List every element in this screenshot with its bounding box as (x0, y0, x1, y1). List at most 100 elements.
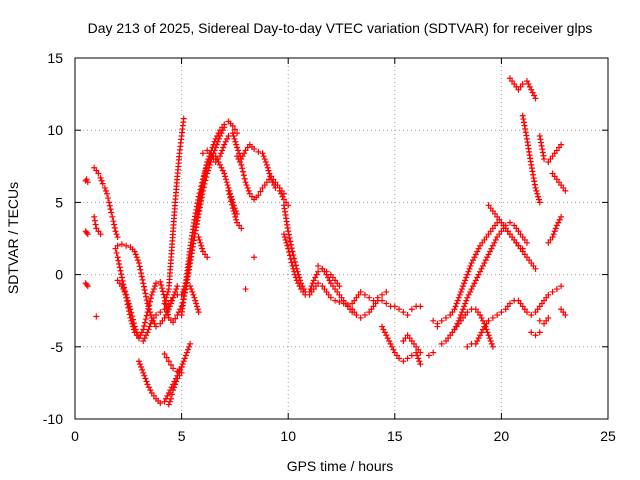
data-point (519, 112, 526, 119)
data-point (336, 299, 343, 306)
data-point (255, 192, 262, 199)
data-point (506, 219, 513, 226)
data-point (97, 174, 104, 181)
data-point (261, 156, 268, 163)
data-point (230, 208, 237, 215)
data-point (463, 274, 470, 281)
data-point (467, 262, 474, 269)
data-point (142, 375, 149, 382)
data-point (101, 184, 108, 191)
data-point (233, 141, 240, 148)
data-point (171, 291, 178, 298)
data-point (442, 314, 449, 321)
data-point (219, 147, 226, 154)
data-point (430, 317, 437, 324)
data-point (142, 316, 149, 323)
data-point (111, 224, 118, 231)
data-point (280, 190, 287, 197)
data-point (484, 329, 491, 336)
data-point (485, 332, 492, 339)
data-point (98, 177, 105, 184)
data-point (462, 277, 469, 284)
data-point (186, 343, 193, 350)
data-point (558, 141, 565, 148)
data-point (199, 176, 206, 183)
data-point (192, 210, 199, 217)
data-point (165, 358, 172, 365)
data-point (222, 176, 229, 183)
chart-title: Day 213 of 2025, Sidereal Day-to-day VTE… (88, 20, 593, 36)
data-point (530, 171, 537, 178)
data-point (131, 323, 138, 330)
data-point (198, 197, 205, 204)
data-point (110, 218, 117, 225)
data-point (118, 241, 125, 248)
data-point (528, 165, 535, 172)
data-point (379, 297, 386, 304)
data-point (192, 213, 199, 220)
data-point (417, 303, 424, 310)
data-point (520, 119, 527, 126)
data-point (93, 313, 100, 320)
data-point (83, 176, 90, 183)
data-point (173, 378, 180, 385)
data-point (531, 181, 538, 188)
data-point (164, 291, 171, 298)
data-point (336, 283, 343, 290)
data-point (522, 125, 529, 132)
data-point (172, 315, 179, 322)
data-point (464, 271, 471, 278)
data-point (535, 196, 542, 203)
data-point (137, 361, 144, 368)
data-point (92, 221, 99, 228)
data-point (306, 288, 313, 295)
data-point (116, 264, 123, 271)
data-point (141, 372, 148, 379)
data-point (140, 326, 147, 333)
data-point (396, 306, 403, 313)
data-point (134, 332, 141, 339)
data-point (530, 175, 537, 182)
x-tick-label: 15 (387, 428, 403, 444)
data-point (532, 95, 539, 102)
data-point (198, 194, 205, 201)
data-point (536, 317, 543, 324)
data-point (308, 283, 315, 290)
data-point (244, 184, 251, 191)
data-point (112, 228, 119, 235)
data-point (199, 150, 206, 157)
data-point (129, 313, 136, 320)
data-point (229, 130, 236, 137)
data-point (172, 288, 179, 295)
data-point (228, 201, 235, 208)
data-point (102, 187, 109, 194)
data-point (383, 288, 390, 295)
data-point (191, 216, 198, 223)
data-point (242, 286, 249, 293)
data-point (332, 297, 339, 304)
data-point (128, 309, 135, 316)
data-point (196, 190, 203, 197)
data-point (180, 358, 187, 365)
data-point (488, 340, 495, 347)
data-point (157, 400, 164, 407)
data-point (223, 179, 230, 186)
data-point (124, 297, 131, 304)
data-point (460, 283, 467, 290)
data-point (251, 145, 258, 152)
data-point (533, 187, 540, 194)
data-point (97, 231, 104, 238)
data-point (225, 132, 232, 139)
data-point (241, 175, 248, 182)
data-point (438, 317, 445, 324)
data-point (125, 300, 132, 307)
data-point (357, 314, 364, 321)
data-point (529, 168, 536, 175)
data-point (127, 306, 134, 313)
data-point (139, 276, 146, 283)
data-point (195, 214, 202, 221)
data-point (235, 147, 242, 154)
data-point (199, 245, 206, 252)
data-point (462, 300, 469, 307)
data-point (290, 265, 297, 272)
